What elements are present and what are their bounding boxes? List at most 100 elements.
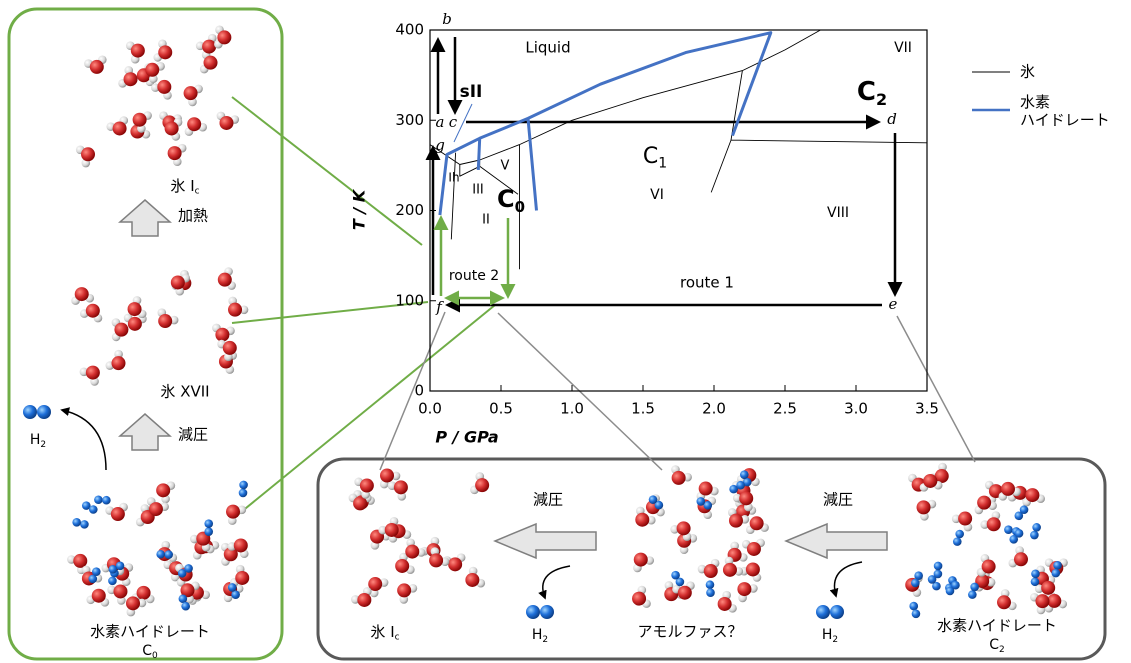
hydrate-symbol-sub: 2 [999,645,1005,655]
h2-label-sub: 2 [542,635,548,645]
o-atom [184,86,198,100]
o-atom [475,478,489,492]
h-atom [102,496,111,505]
h-atom [204,527,213,536]
y-tick-label: 300 [395,111,424,129]
x-axis-title: P / GPa [435,428,498,447]
h-atom [968,590,977,599]
o-atom [729,514,743,528]
phase-label-main: C [497,185,515,213]
h-atom [706,580,715,589]
o-atom [1041,581,1055,595]
h-atom [108,577,117,586]
molecule-cluster [349,469,490,607]
h-atom [89,505,98,514]
o-atom [987,517,1001,531]
o-atom [1014,552,1028,566]
h2-label-main: H [532,627,543,643]
molecule-cluster [67,481,249,617]
o-atom [380,469,394,483]
o-atom [750,516,764,530]
h-atom [80,520,89,529]
o-atom [81,147,95,161]
o-atom [718,597,732,611]
water-molecule [212,324,235,342]
hydrate-symbol: C0 [142,643,158,661]
o-atom [632,592,646,606]
h-atom [649,495,658,504]
o-atom [982,560,996,574]
molecule-cluster [76,26,239,168]
x-tick-label: 2.5 [773,400,797,418]
o-atom [235,571,249,585]
x-tick-label: 0.5 [489,400,513,418]
o-atom [149,502,163,516]
o-atom [234,538,248,552]
h2-label-main: H [822,627,833,643]
y-axis-title: T / K [350,188,369,230]
process-arrow [120,200,170,236]
heating-label-text: 加熱 [178,207,208,225]
amorphous-label: アモルファス？ [637,623,742,641]
o-atom [113,584,127,598]
water-molecule [997,589,1017,610]
decompression-label: 減圧 [823,491,853,509]
o-atom [168,146,182,160]
h2-molecule [706,580,715,597]
phase-label-sub: 0 [515,198,525,216]
x-tick-label: 1.5 [631,400,655,418]
h-atom [184,564,193,573]
o-atom [111,507,125,521]
y-tick-label: 100 [395,291,424,309]
h-atom [706,588,715,597]
o-atom [219,116,233,130]
h-atom [179,594,188,603]
water-molecule [200,51,218,74]
water-molecule [156,481,175,503]
water-molecule [737,582,757,602]
o-atom [395,559,409,573]
hydrate-symbol: C2 [989,637,1005,655]
o-atom [75,287,89,301]
o-atom [133,113,147,127]
h-atom [228,583,237,592]
o-atom [997,595,1011,609]
phase-boundary [430,30,927,269]
water-molecule [214,26,231,49]
h-atom [164,550,173,559]
phase-label: V [501,159,510,174]
h2-molecule [204,519,213,536]
h-atom [1053,561,1062,570]
o-atom [92,589,106,603]
h2-label-sub: 2 [832,635,838,645]
h2-label: H2 [532,627,548,645]
h-atom [934,562,943,571]
ice-ic-label-main: 氷 I [370,623,394,641]
hydrate-symbol-sub: 0 [152,651,158,661]
o-atom [704,564,718,578]
decompression-label: 減圧 [178,426,208,444]
h-atom [740,470,749,479]
o-atom [385,523,399,537]
h2-molecule [909,602,920,618]
h-atom [970,583,979,592]
o-atom [128,302,142,316]
phase-label-sub: 1 [658,156,667,172]
point-label: g [435,136,445,154]
o-atom [113,121,127,135]
h-atom [1015,529,1024,538]
o-atom [723,563,737,577]
o-atom [958,512,972,526]
o-atom [126,596,140,610]
process-arrow [120,414,170,450]
h2-molecule [946,581,960,595]
h-atom [181,602,190,611]
o-atom [215,328,229,342]
route-2-arrows [441,218,508,298]
water-molecule [80,366,100,386]
water-molecule [118,66,137,88]
h-atom [912,609,921,618]
o-atom [677,521,691,535]
o-atom [131,44,145,58]
h2-molecule [94,495,111,504]
